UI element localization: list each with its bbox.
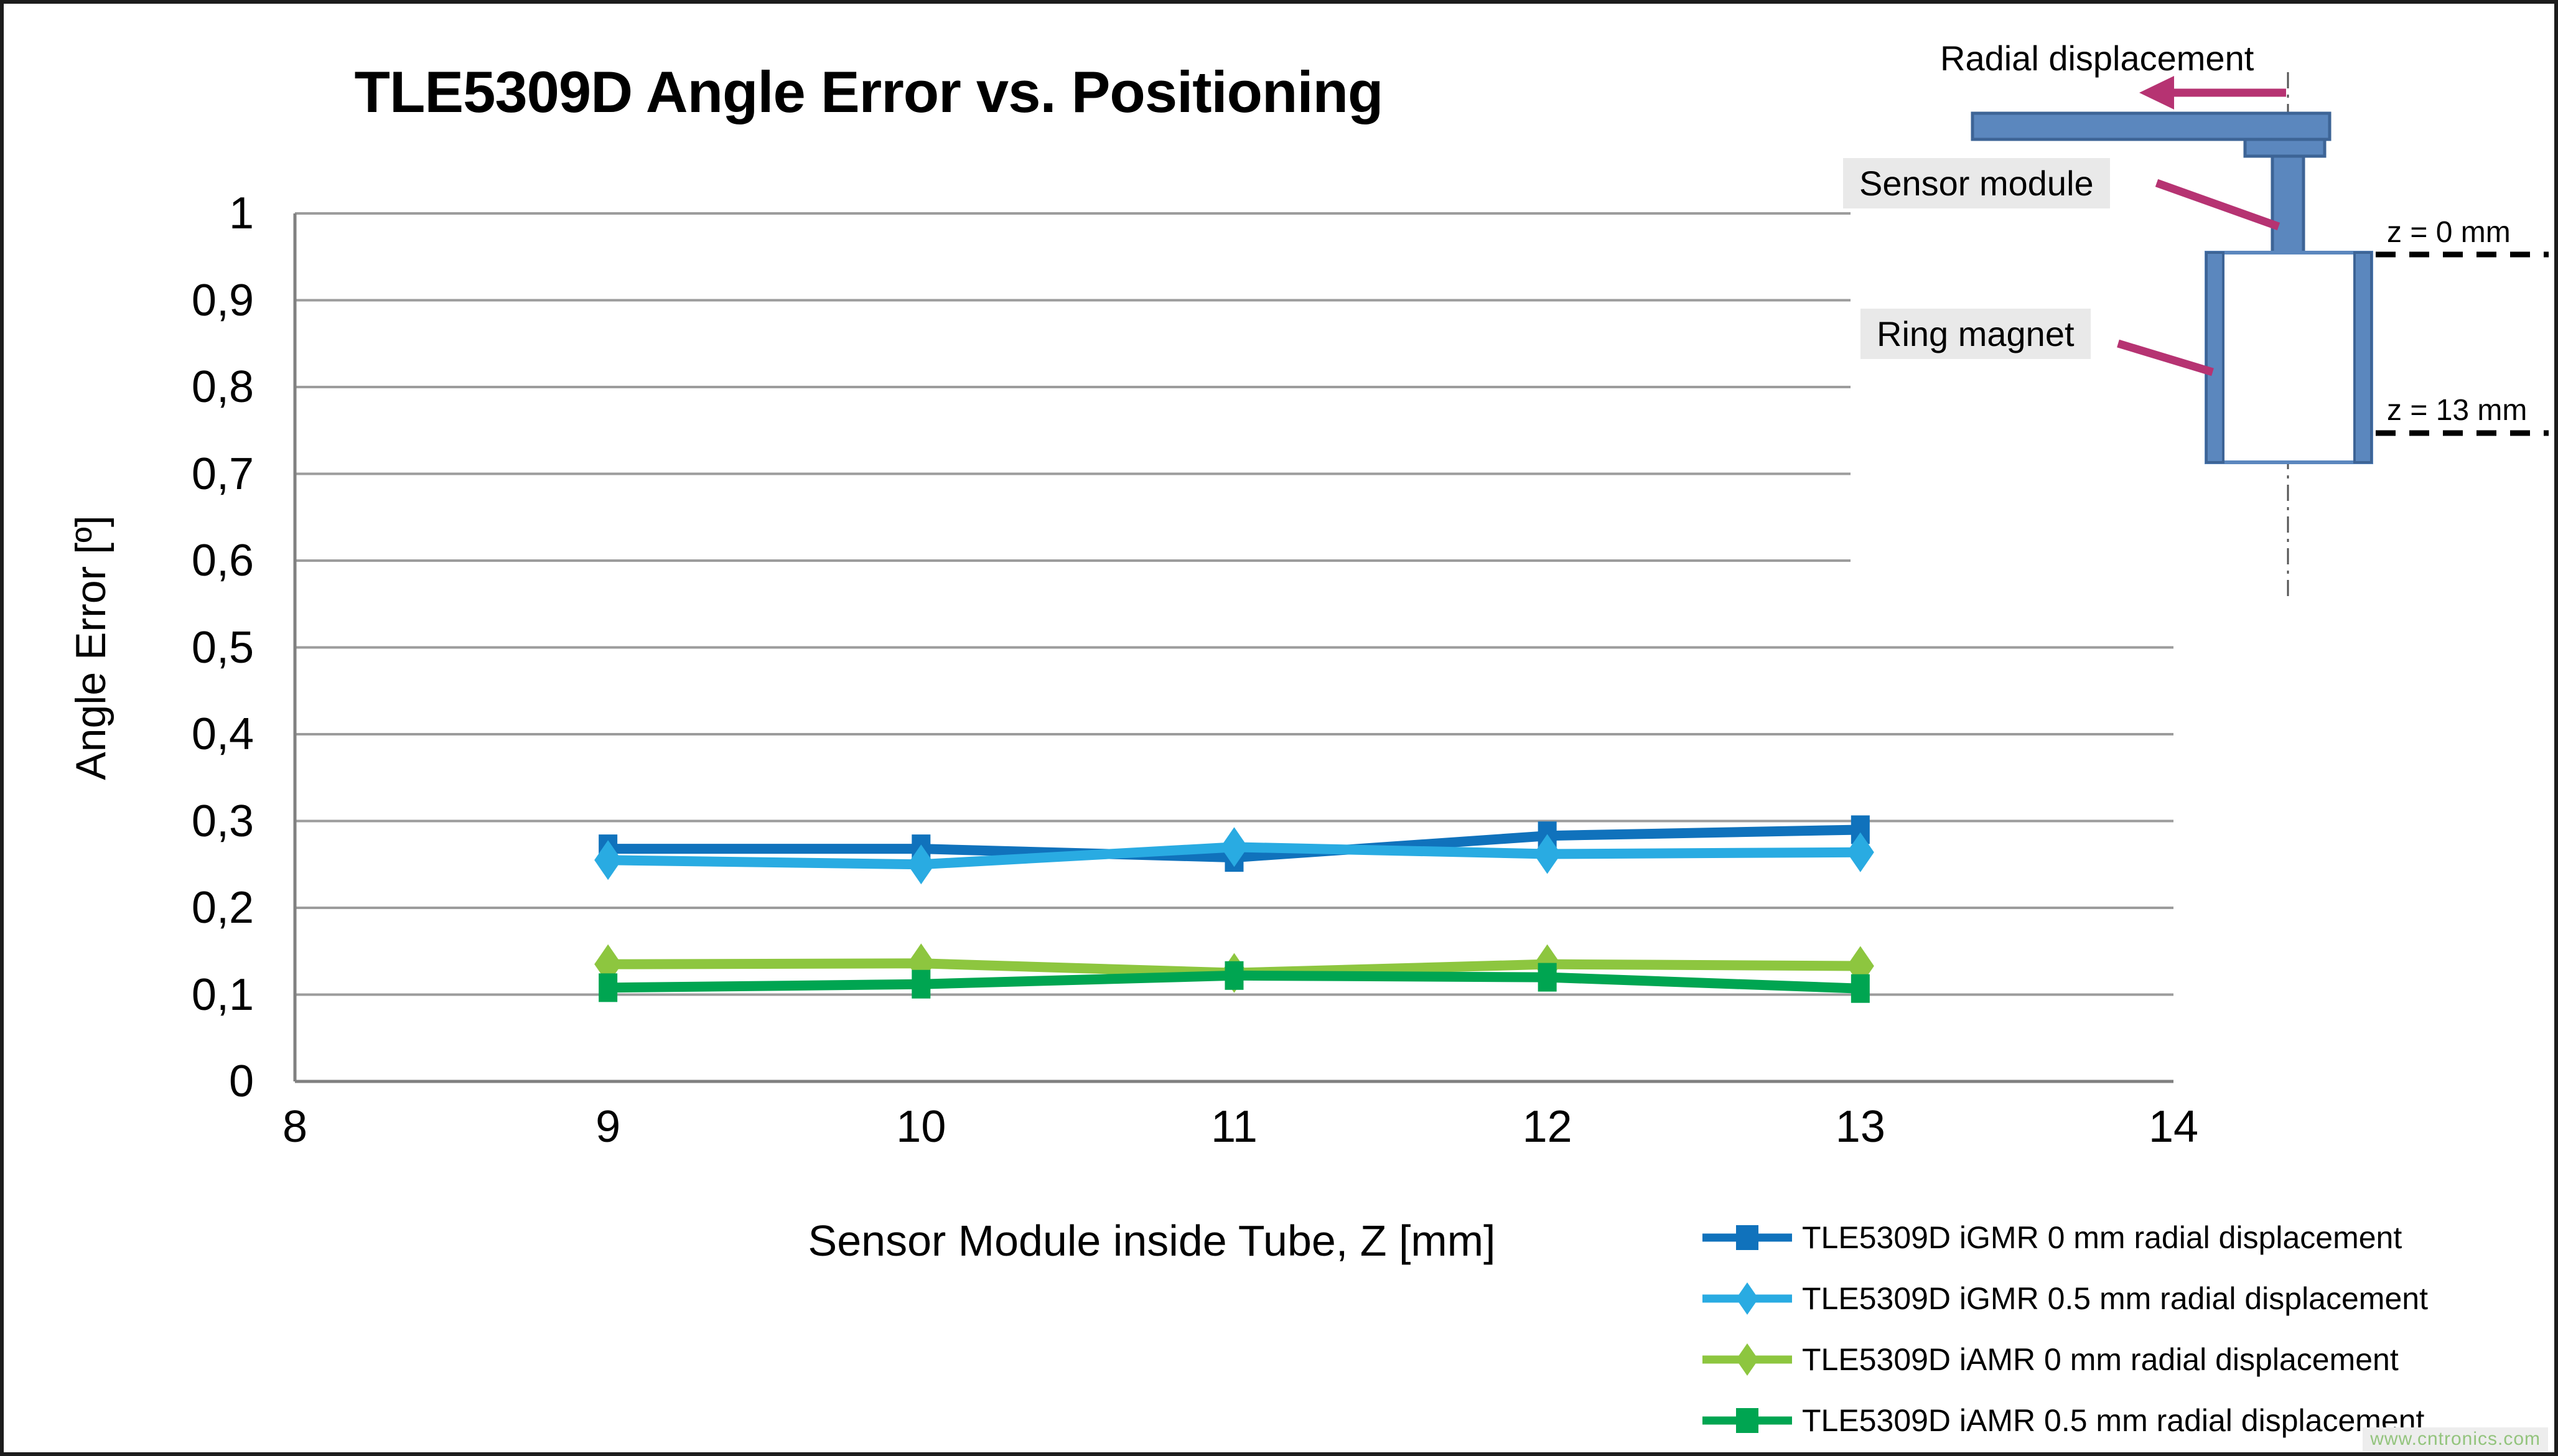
- diagram-radial-displacement-label: Radial displacement: [1940, 39, 2254, 78]
- legend-label: TLE5309D iAMR 0 mm radial displacement: [1802, 1342, 2399, 1377]
- series-marker-square: [1851, 974, 1870, 1003]
- legend-item-3: TLE5309D iAMR 0 mm radial displacement: [1699, 1329, 2554, 1390]
- x-axis-title: Sensor Module inside Tube, Z [mm]: [808, 1216, 1496, 1265]
- diagram-collar: [2243, 138, 2327, 158]
- x-tick-label-11: 11: [1211, 1102, 1258, 1152]
- y-tick-label-0,1: 0,1: [191, 969, 254, 1020]
- diagram-sensor-module-label: Sensor module: [1843, 158, 2110, 208]
- y-tick-label-0,6: 0,6: [191, 536, 254, 586]
- legend-label: TLE5309D iGMR 0 mm radial displacement: [1802, 1220, 2402, 1255]
- x-tick-label-12: 12: [1522, 1102, 1572, 1152]
- series-marker-square: [1225, 961, 1244, 990]
- x-tick-label-13: 13: [1835, 1102, 1885, 1152]
- series-marker-diamond: [907, 844, 935, 885]
- series-marker-square: [599, 973, 618, 1002]
- x-tick-label-10: 10: [896, 1102, 946, 1152]
- y-tick-label-0,5: 0,5: [191, 622, 254, 673]
- diagram-ring-magnet-label: Ring magnet: [1860, 309, 2091, 359]
- y-tick-label-0,4: 0,4: [191, 709, 254, 759]
- legend-item-4: TLE5309D iAMR 0.5 mm radial displacement: [1699, 1390, 2554, 1451]
- x-tick-label-14: 14: [2148, 1102, 2199, 1152]
- series-marker-square: [912, 969, 931, 999]
- y-tick-label-0,8: 0,8: [191, 362, 254, 412]
- y-tick-label-0,2: 0,2: [191, 883, 254, 933]
- legend-label: TLE5309D iAMR 0.5 mm radial displacement: [1802, 1403, 2425, 1438]
- y-tick-label-0: 0: [228, 1057, 254, 1106]
- chart-plot-area: [293, 9, 2554, 1083]
- legend-item-1: TLE5309D iGMR 0 mm radial displacement: [1699, 1207, 2554, 1268]
- series-marker-diamond: [1533, 834, 1561, 874]
- legend-item-2: TLE5309D iGMR 0.5 mm radial displacement: [1699, 1268, 2554, 1329]
- legend-marker-icon: [1702, 1282, 1792, 1315]
- y-tick-label-0,9: 0,9: [191, 275, 254, 325]
- diagram-arm-bar: [1971, 111, 2332, 141]
- legend-marker-icon: [1702, 1408, 1792, 1433]
- y-tick-label-1: 1: [228, 189, 254, 238]
- diagram-background: [1851, 9, 2554, 602]
- diagram-z0-label: z = 0 mm: [2387, 216, 2511, 249]
- y-tick-label-0,3: 0,3: [191, 796, 254, 846]
- y-tick-label-0,7: 0,7: [191, 449, 254, 499]
- diagram-ring-magnet-outline: [2205, 251, 2373, 464]
- x-tick-label-9: 9: [595, 1102, 621, 1152]
- diagram-z13-label: z = 13 mm: [2387, 394, 2528, 427]
- series-marker-diamond: [594, 840, 622, 880]
- chart-legend: TLE5309D iGMR 0 mm radial displacement TL…: [1699, 1207, 2554, 1451]
- radial-arrow-head: [2139, 76, 2174, 110]
- diagram-ring-magnet-left-wall: [2205, 251, 2224, 464]
- legend-marker-icon: [1702, 1225, 1792, 1250]
- series-marker-diamond: [1846, 832, 1874, 872]
- x-tick-label-8: 8: [282, 1102, 308, 1152]
- diagram-sensor-rod: [2271, 154, 2305, 256]
- series-marker-diamond: [1220, 827, 1248, 867]
- diagram-ring-magnet-right-wall: [2353, 251, 2373, 464]
- page-title: TLE5309D Angle Error vs. Positioning: [354, 59, 1384, 124]
- sensor-module-pointer: [2155, 179, 2280, 231]
- legend-marker-icon: [1702, 1343, 1792, 1376]
- watermark: www.cntronics.com: [2363, 1427, 2548, 1451]
- ring-magnet-pointer: [2117, 339, 2214, 376]
- legend-label: TLE5309D iGMR 0.5 mm radial displacement: [1802, 1281, 2428, 1316]
- series-marker-square: [1538, 963, 1557, 992]
